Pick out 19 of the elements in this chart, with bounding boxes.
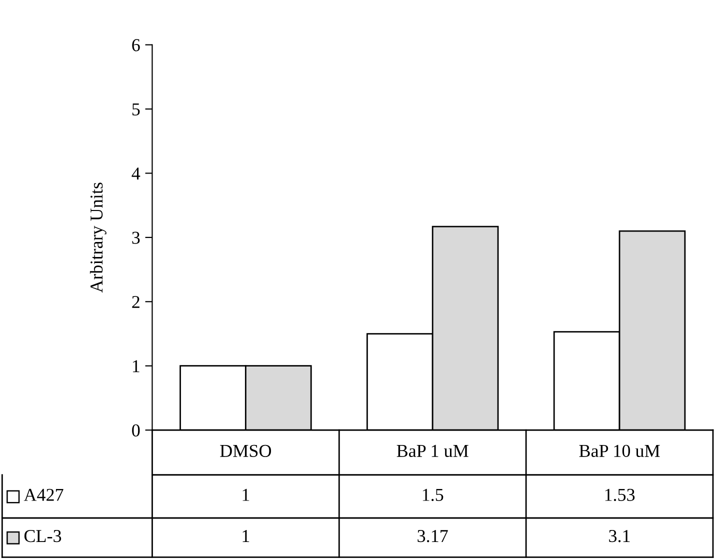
- x-tick-label: DMSO: [220, 444, 272, 457]
- y-tick-label: 3: [132, 232, 140, 244]
- y-tick-label: 2: [132, 296, 140, 308]
- y-tick-label: 5: [132, 103, 140, 116]
- y-tick-label: 0: [132, 424, 140, 437]
- data-label: 3.17: [418, 530, 448, 542]
- x-tick-label: BaP 10 uM: [579, 444, 660, 457]
- data-label: 1: [242, 488, 250, 501]
- y-tick-label: 4: [132, 168, 140, 180]
- data-label: 1.53: [605, 488, 635, 502]
- y-tick-label: 1: [132, 360, 140, 372]
- legend-label: CL-3: [24, 530, 62, 542]
- y-axis-title: Arbitrary Units: [90, 182, 106, 293]
- data-label: 3.1: [609, 530, 630, 542]
- x-tick-label: BaP 1 uM: [396, 444, 468, 457]
- data-label: 1.5: [422, 488, 444, 502]
- legend-label: A427: [24, 488, 64, 501]
- y-tick-label: 6: [132, 39, 140, 52]
- data-label: 1: [242, 530, 250, 542]
